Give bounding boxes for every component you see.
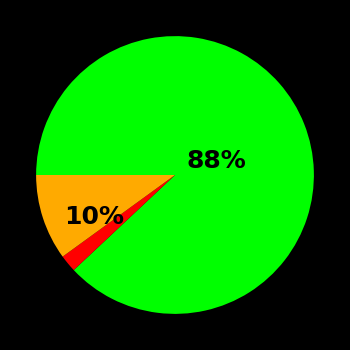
Wedge shape <box>63 175 175 270</box>
Wedge shape <box>36 175 175 257</box>
Text: 10%: 10% <box>64 205 125 229</box>
Wedge shape <box>36 36 314 314</box>
Text: 88%: 88% <box>187 149 246 173</box>
